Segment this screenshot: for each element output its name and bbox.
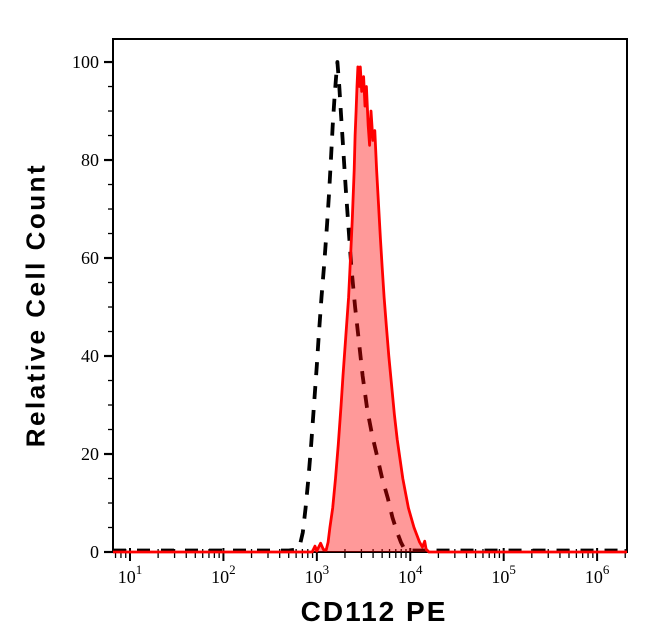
control-histogram-curve bbox=[113, 60, 627, 553]
y-tick-label: 80 bbox=[81, 150, 99, 170]
y-tick-label: 20 bbox=[81, 444, 99, 464]
stained-histogram-fill bbox=[113, 66, 627, 553]
x-tick-label: 105 bbox=[491, 562, 515, 587]
x-tick-label: 103 bbox=[305, 562, 330, 587]
x-tick-label: 102 bbox=[211, 562, 236, 587]
y-tick-label: 100 bbox=[72, 52, 99, 72]
x-axis-title: CD112 PE bbox=[300, 596, 448, 627]
y-tick-label: 0 bbox=[90, 542, 99, 562]
x-tick-label: 106 bbox=[585, 562, 610, 587]
x-tick-label: 101 bbox=[118, 562, 143, 587]
x-tick-label: 104 bbox=[398, 562, 423, 587]
y-tick-label: 60 bbox=[81, 248, 99, 268]
y-axis-title: Relative Cell Count bbox=[20, 162, 51, 448]
stained-histogram-curve bbox=[113, 65, 627, 554]
y-tick-label: 40 bbox=[81, 346, 99, 366]
